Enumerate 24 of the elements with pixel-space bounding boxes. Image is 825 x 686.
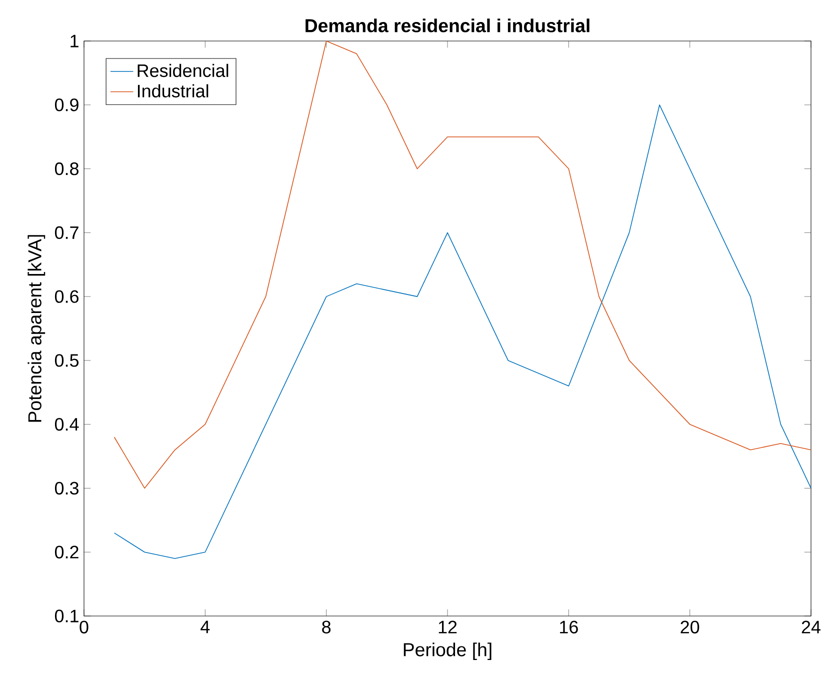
- y-axis-title: Potencia aparent [kVA]: [28, 235, 46, 422]
- x-tick-label: 8: [322, 620, 331, 634]
- x-tick-label: 4: [200, 620, 210, 634]
- x-tick-label: 20: [680, 620, 700, 634]
- x-tick-label: 0: [80, 620, 88, 634]
- y-tick-label: 0.3: [54, 482, 78, 495]
- y-tick-label: 0.7: [54, 226, 78, 240]
- y-tick-label: 1: [70, 34, 78, 48]
- y-tick-label: 0.2: [54, 546, 78, 558]
- y-tick-label: 0.6: [54, 290, 78, 303]
- x-tick-label: 16: [560, 620, 578, 634]
- x-axis-title: Periode [h]: [404, 642, 492, 660]
- legend-label: Residencial: [138, 64, 228, 78]
- line-series: [114, 104, 811, 559]
- y-tick-label: 0.8: [54, 162, 78, 176]
- x-tick-label: 12: [438, 620, 457, 634]
- y-tick-label: 0.5: [54, 354, 79, 367]
- legend-label: Industrial: [138, 84, 208, 98]
- chart-title: Demanda residencial i industrial: [306, 18, 590, 32]
- y-tick-label: 0.9: [54, 98, 78, 112]
- y-tick-label: 0.1: [54, 610, 78, 622]
- y-tick-label: 0.4: [54, 418, 79, 431]
- line-series: [114, 41, 811, 489]
- x-tick-label: 24: [802, 620, 820, 634]
